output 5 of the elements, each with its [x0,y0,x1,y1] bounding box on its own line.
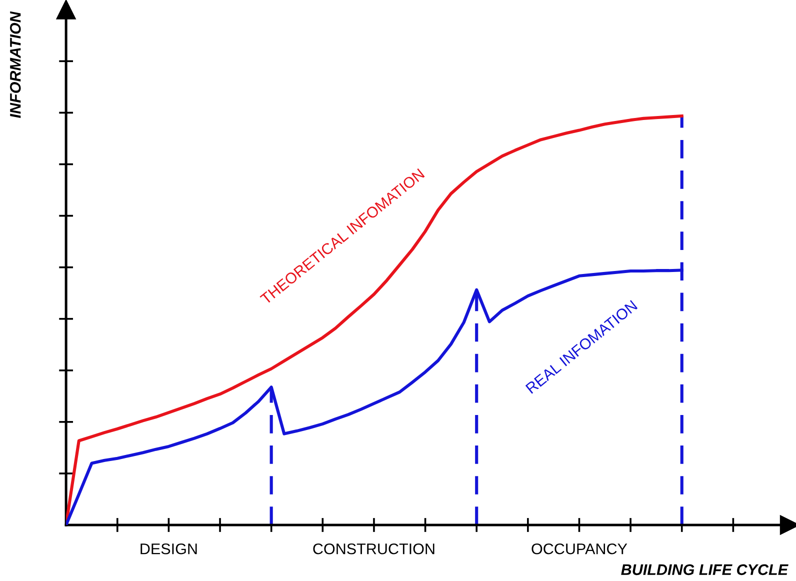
x-axis-title: BUILDING LIFE CYCLE [621,564,788,576]
x-tick-label: DESIGN [140,543,197,554]
y-axis-title: INFORMATION [10,11,21,118]
x-tick-label: CONSTRUCTION [313,543,434,554]
x-tick-label: OCCUPANCY [532,543,628,554]
